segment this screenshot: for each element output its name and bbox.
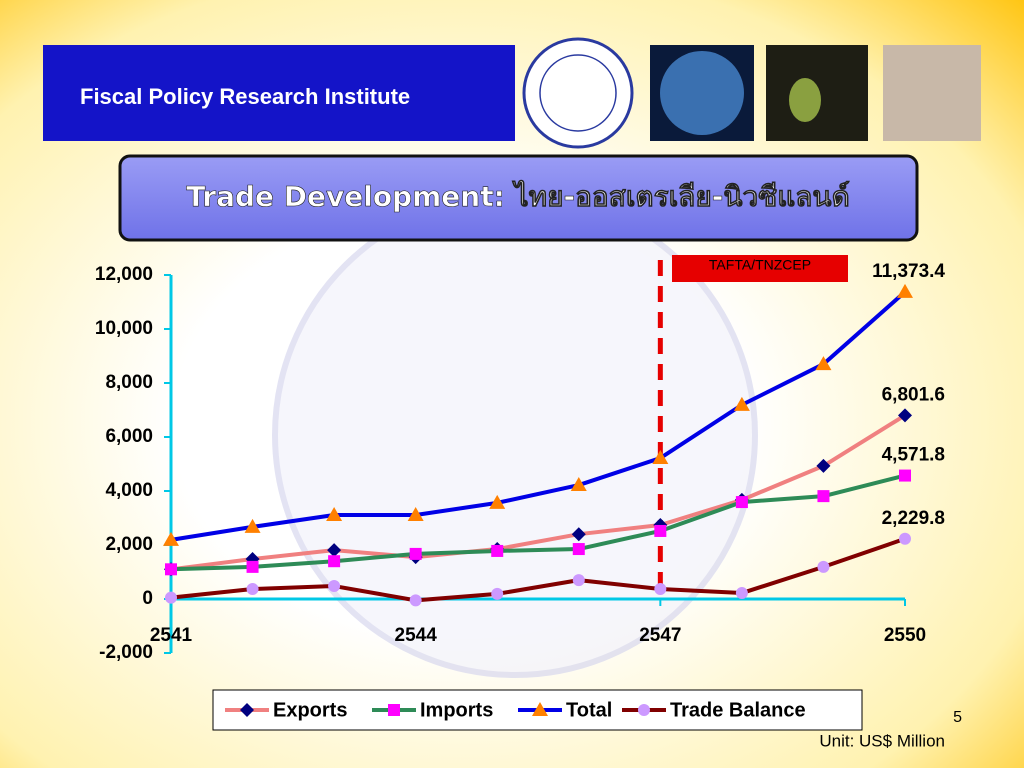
data-point — [165, 563, 177, 576]
y-tick-label: 10,000 — [95, 318, 153, 339]
data-point — [654, 583, 667, 596]
y-tick-label: 0 — [142, 588, 153, 609]
unit-note: Unit: US$ Million — [819, 731, 945, 750]
y-tick-label: -2,000 — [99, 642, 153, 663]
series-line — [170, 290, 907, 542]
logo-ring — [539, 54, 617, 132]
data-point — [489, 494, 506, 509]
legend-marker — [388, 704, 400, 716]
data-point — [897, 283, 913, 298]
x-tick-label: 2550 — [884, 625, 926, 646]
legend-marker — [240, 703, 254, 717]
x-tick-label: 2547 — [639, 625, 681, 646]
data-point — [571, 527, 586, 542]
value-label: 2,229.8 — [882, 508, 945, 529]
y-tick-label: 6,000 — [105, 426, 153, 447]
data-point — [572, 543, 585, 556]
value-label: 6,801.6 — [882, 384, 945, 405]
data-point — [816, 458, 831, 473]
page-number: 5 — [953, 709, 962, 726]
data-point — [899, 532, 911, 545]
data-point — [572, 574, 585, 587]
data-point — [733, 396, 750, 411]
legend-label: Exports — [273, 699, 347, 721]
data-point — [328, 580, 341, 593]
x-tick-label: 2544 — [395, 625, 438, 646]
value-label: 4,571.8 — [882, 445, 945, 466]
data-point — [735, 587, 748, 600]
data-point — [244, 518, 261, 533]
x-tick-label: 2541 — [150, 625, 193, 646]
data-point — [817, 490, 830, 503]
data-point — [491, 587, 504, 600]
data-point — [652, 450, 669, 465]
data-point — [817, 560, 830, 573]
data-point — [899, 469, 911, 482]
data-point — [654, 524, 667, 537]
legend-label: Imports — [420, 699, 493, 721]
data-point — [409, 594, 422, 607]
data-point — [815, 356, 832, 371]
legend-marker — [638, 704, 650, 716]
y-tick-label: 4,000 — [105, 480, 153, 501]
data-point — [327, 543, 342, 558]
data-point — [570, 477, 587, 492]
hands-image — [883, 45, 981, 141]
data-point — [246, 560, 259, 573]
data-point — [246, 583, 259, 596]
data-point — [409, 547, 422, 560]
legend-label: Total — [566, 699, 612, 721]
series-line — [170, 413, 907, 572]
data-point — [163, 531, 179, 546]
legend-label: Trade Balance — [670, 699, 806, 721]
y-tick-label: 12,000 — [95, 264, 153, 285]
data-point — [491, 544, 504, 557]
data-point — [407, 507, 424, 522]
data-point — [328, 555, 341, 568]
data-point — [735, 496, 748, 509]
y-tick-label: 2,000 — [105, 534, 153, 555]
chart-title: Trade Development: ไทย-ออสเตรเลีย-นิวซีแ… — [186, 180, 850, 213]
earth — [660, 51, 744, 135]
header-bar — [43, 45, 515, 141]
institute-name: Fiscal Policy Research Institute — [80, 84, 410, 109]
event-label: TAFTA/TNZCEP — [709, 257, 811, 273]
series-line — [170, 473, 906, 572]
data-point — [898, 408, 912, 423]
legend-marker — [532, 702, 548, 716]
data-point — [326, 507, 343, 522]
pear — [789, 78, 821, 122]
series-line — [170, 536, 906, 603]
value-label: 11,373.4 — [872, 261, 945, 282]
y-tick-label: 8,000 — [105, 372, 153, 393]
event-label-box — [672, 255, 848, 282]
title-box — [118, 154, 919, 242]
data-point — [165, 591, 177, 604]
